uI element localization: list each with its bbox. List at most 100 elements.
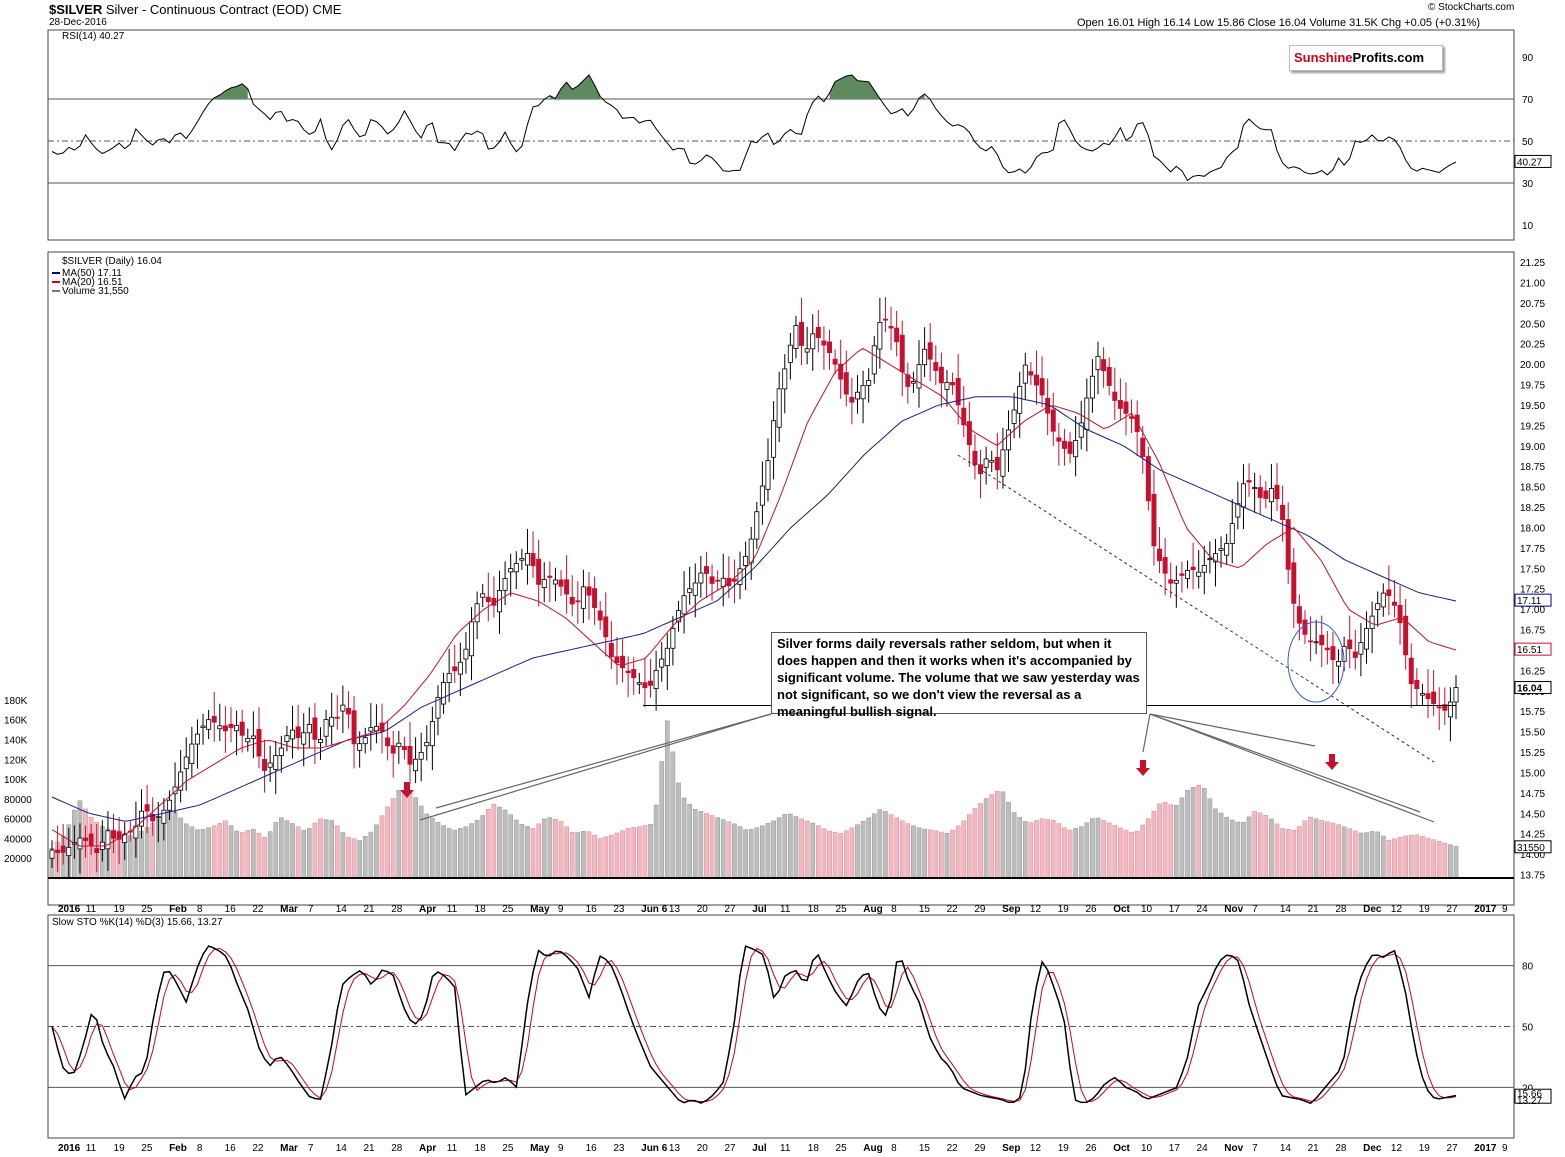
volume-bar	[1039, 818, 1045, 879]
volume-bar	[636, 826, 642, 879]
candle-body	[1061, 440, 1067, 449]
volume-bar	[346, 836, 351, 879]
volume-bar	[195, 829, 200, 879]
volume-bar	[362, 835, 368, 879]
candle-body	[905, 374, 911, 387]
candle-body	[1268, 488, 1274, 503]
volume-bar	[564, 826, 569, 879]
price-tick-label: 20.00	[1520, 360, 1545, 371]
volume-bar	[251, 828, 256, 879]
candle-body	[675, 610, 681, 623]
volume-bar	[396, 789, 402, 879]
x-tick-label: 17	[1169, 904, 1181, 915]
price-tick-label: 14.50	[1520, 809, 1545, 820]
volume-bar	[530, 828, 536, 879]
candle-body	[1185, 570, 1190, 580]
candle-body	[1431, 691, 1437, 704]
volume-bar	[245, 830, 251, 879]
candle-body	[1319, 634, 1325, 646]
price-tick-label: 20.50	[1520, 319, 1545, 330]
candle-body	[1252, 487, 1258, 490]
volume-bar	[866, 817, 872, 879]
candle-body	[318, 739, 323, 744]
candle-body	[469, 621, 475, 657]
candle-body	[882, 318, 888, 321]
price-last-value: 17.11	[1517, 596, 1542, 607]
ma50-line	[51, 396, 1457, 822]
volume-bar	[189, 826, 195, 879]
x-tick-label: Dec	[1363, 904, 1382, 915]
volume-bar	[497, 806, 502, 879]
volume-bar	[295, 826, 301, 879]
candle-body	[815, 326, 821, 339]
volume-tick-label: 120K	[4, 755, 28, 766]
candle-body	[586, 586, 592, 596]
x-tick-label-bottom: 15	[919, 1143, 931, 1154]
x-tick-label-bottom: 19	[1058, 1143, 1070, 1154]
legend-entry-1: MA(20) 16.51	[62, 277, 123, 288]
candle-body	[1073, 440, 1079, 458]
x-tick-label-bottom: 2016	[58, 1143, 81, 1154]
volume-bar	[642, 825, 648, 879]
candle-body	[1196, 571, 1202, 577]
volume-bar	[625, 828, 631, 879]
volume-bar	[1352, 830, 1358, 879]
price-tick-label: 16.75	[1520, 626, 1545, 637]
volume-bar	[961, 820, 967, 879]
volume-bar	[715, 817, 720, 879]
candle-body	[1224, 543, 1230, 556]
candle-body	[295, 726, 301, 739]
sto-title: Slow STO %K(14) %D(3) 15.66, 13.27	[52, 917, 223, 928]
volume-bar	[1330, 822, 1336, 879]
x-tick-label-bottom: 18	[808, 1143, 820, 1154]
volume-bar	[183, 823, 189, 879]
x-tick-label-bottom: 20	[697, 1143, 709, 1154]
candle-body	[105, 830, 111, 850]
volume-bar	[793, 816, 799, 879]
candle-body	[955, 378, 961, 406]
candle-body	[1246, 480, 1252, 483]
volume-bar	[922, 828, 927, 879]
volume-bar	[430, 817, 435, 879]
candle-body	[1436, 706, 1442, 709]
candle-body	[239, 721, 245, 736]
price-tick-label: 15.75	[1520, 707, 1545, 718]
x-tick-label: Oct	[1113, 904, 1130, 915]
candle-body	[608, 642, 614, 658]
volume-bar	[1028, 822, 1034, 879]
x-tick-label-bottom: 25	[141, 1143, 153, 1154]
x-tick-label-bottom: 19	[114, 1143, 126, 1154]
x-tick-label: 27	[724, 904, 736, 915]
price-last-value: 16.04	[1517, 684, 1542, 695]
volume-bar	[329, 820, 335, 879]
volume-bar	[1185, 790, 1190, 879]
x-tick-label: 25	[502, 904, 514, 915]
candle-body	[547, 575, 553, 578]
volume-bar	[877, 809, 883, 879]
candle-body	[351, 710, 357, 745]
candle-body	[424, 742, 430, 747]
volume-bar	[1252, 811, 1257, 879]
candle-body	[83, 837, 89, 841]
volume-bar	[670, 751, 676, 879]
volume-bar	[469, 823, 474, 879]
volume-bar	[950, 829, 955, 879]
candle-body	[55, 849, 61, 853]
volume-bar	[1325, 821, 1330, 879]
candle-body	[273, 755, 279, 770]
volume-bar	[1453, 846, 1459, 879]
volume-bar	[402, 790, 407, 879]
volume-bar	[424, 813, 430, 879]
candle-body	[737, 568, 743, 585]
candle-body	[1403, 615, 1409, 656]
candle-body	[519, 558, 525, 561]
volume-bar	[1403, 835, 1408, 879]
rsi-overbought-area	[829, 75, 880, 99]
candle-body	[580, 586, 586, 609]
volume-bar	[508, 814, 514, 879]
candle-body	[144, 804, 150, 812]
price-tick-label: 16.25	[1520, 666, 1545, 677]
volume-bar	[513, 819, 519, 879]
volume-bar	[838, 833, 844, 879]
volume-bar	[1420, 836, 1425, 879]
